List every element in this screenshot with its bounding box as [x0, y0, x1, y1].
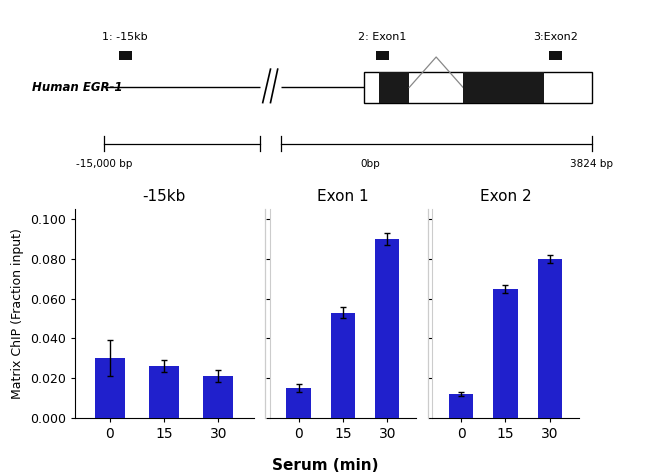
Bar	[95, 358, 125, 418]
Bar	[380, 72, 410, 103]
Text: 3:Exon2: 3:Exon2	[533, 32, 578, 42]
Bar	[150, 366, 179, 418]
Text: 1: -15kb: 1: -15kb	[103, 32, 148, 42]
Bar	[376, 51, 389, 60]
Text: 0bp: 0bp	[361, 159, 380, 169]
Bar	[118, 51, 132, 60]
Text: -15,000 bp: -15,000 bp	[76, 159, 133, 169]
Bar	[203, 376, 233, 418]
Bar	[287, 388, 311, 418]
Bar	[549, 51, 562, 60]
Text: 3824 bp: 3824 bp	[570, 159, 613, 169]
Text: Serum (min): Serum (min)	[272, 457, 378, 473]
Text: 2: Exon1: 2: Exon1	[358, 32, 406, 42]
Bar	[375, 239, 399, 418]
Bar	[449, 394, 473, 418]
Title: -15kb: -15kb	[142, 189, 186, 204]
Bar	[365, 72, 592, 103]
Bar	[331, 313, 355, 418]
Title: Exon 2: Exon 2	[480, 189, 531, 204]
Bar	[463, 72, 544, 103]
Bar	[538, 259, 562, 418]
Text: Human EGR-1: Human EGR-1	[32, 81, 123, 94]
Y-axis label: Matrix ChIP (Fraction input): Matrix ChIP (Fraction input)	[11, 228, 24, 399]
Title: Exon 1: Exon 1	[317, 189, 369, 204]
Bar	[493, 289, 517, 418]
